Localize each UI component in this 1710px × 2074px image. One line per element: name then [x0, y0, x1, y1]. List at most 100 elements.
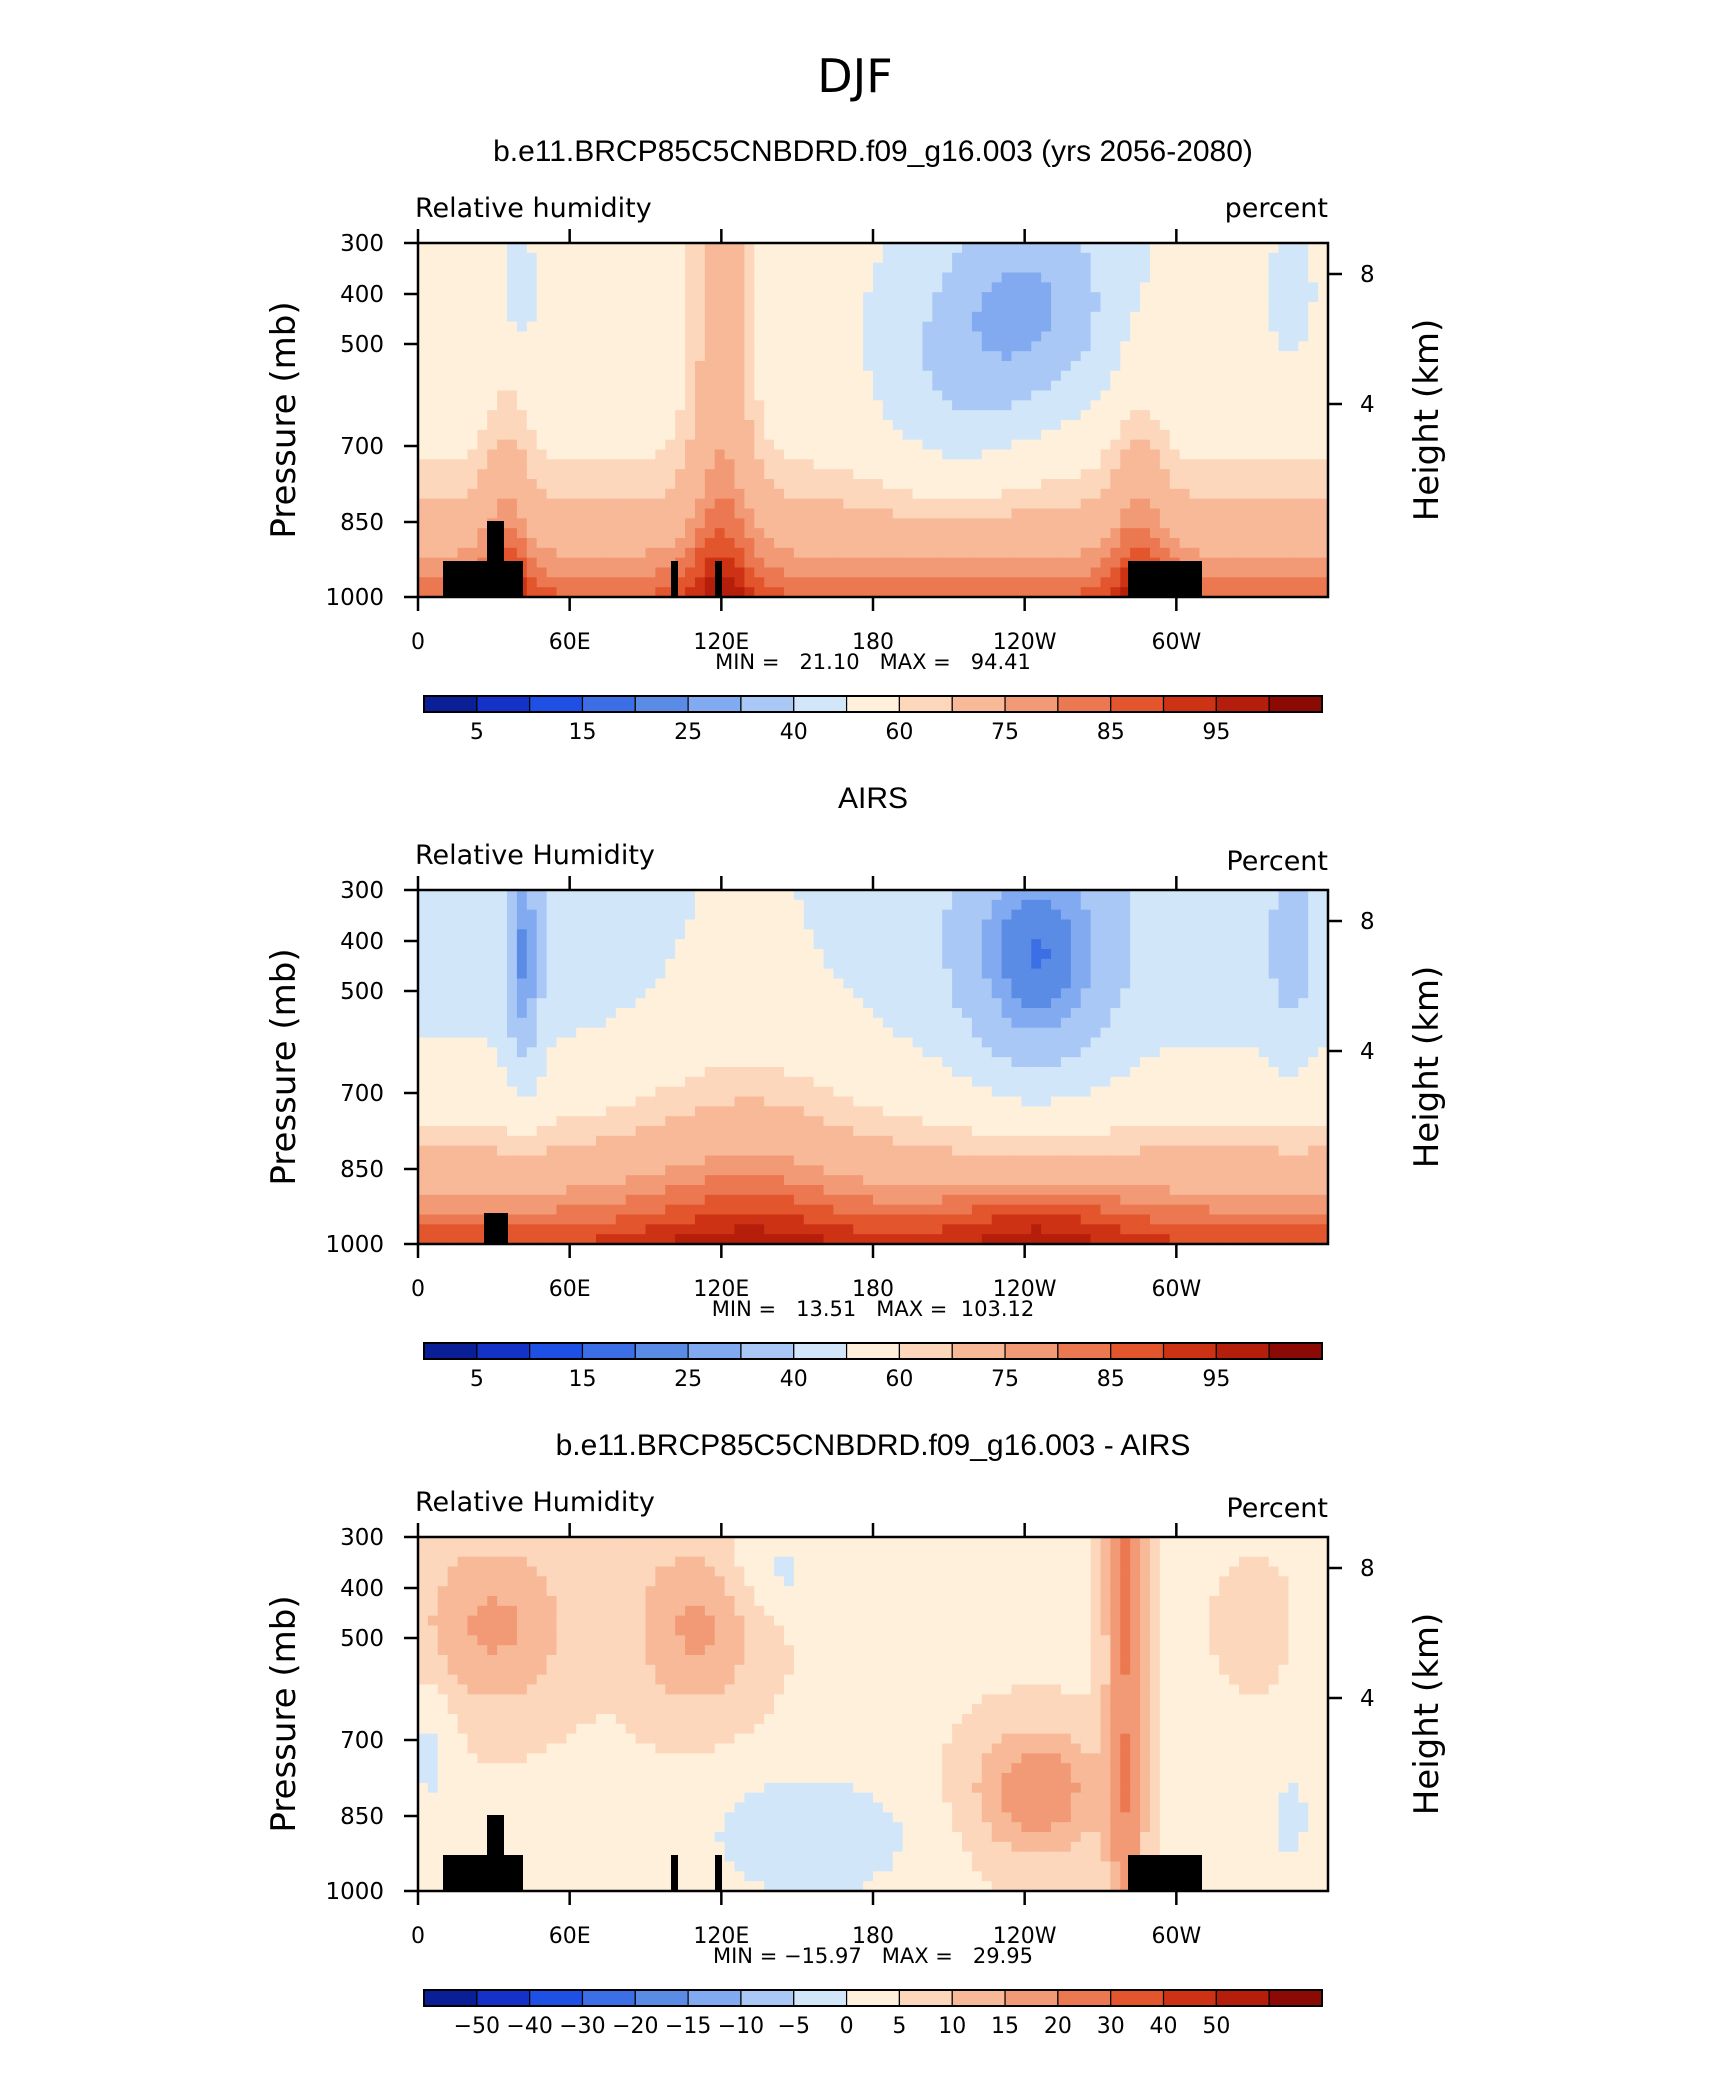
heatmap-cell	[418, 958, 429, 970]
heatmap-cell	[546, 498, 558, 510]
heatmap-cell	[1209, 547, 1220, 559]
heatmap-cell	[605, 1135, 617, 1147]
heatmap-cell	[783, 439, 795, 451]
heatmap-cell	[457, 439, 469, 451]
heatmap-cell	[645, 1155, 656, 1166]
heatmap-cell	[467, 508, 478, 519]
heatmap-cell	[1060, 252, 1072, 264]
heatmap-cell	[1278, 459, 1290, 470]
heatmap-cell	[655, 929, 666, 940]
heatmap-cell	[605, 498, 617, 510]
y-axis-label: Pressure (mb)	[264, 301, 304, 538]
heatmap-cell	[655, 1204, 666, 1216]
heatmap-cell	[685, 528, 696, 539]
heatmap-cell	[1229, 410, 1240, 421]
heatmap-cell	[418, 1145, 429, 1157]
heatmap-cell	[655, 429, 666, 441]
heatmap-cell	[487, 380, 498, 392]
heatmap-cell	[952, 380, 963, 392]
heatmap-cell	[566, 538, 577, 549]
heatmap-cell	[665, 958, 676, 970]
heatmap-cell	[427, 292, 439, 303]
heatmap-cell	[1110, 587, 1121, 598]
heatmap-cell	[586, 919, 597, 930]
heatmap-cell	[853, 1027, 864, 1039]
heatmap-cell	[1179, 429, 1191, 441]
heatmap-cell	[645, 351, 656, 362]
heatmap-cell	[1219, 390, 1230, 401]
heatmap-cell	[447, 400, 459, 411]
heatmap-cell	[576, 919, 587, 930]
heatmap-cell	[902, 508, 914, 519]
heatmap-cell	[526, 292, 538, 303]
heatmap-cell	[1149, 429, 1161, 441]
heatmap-cell	[912, 557, 924, 569]
heatmap-cell	[853, 361, 864, 372]
heatmap-cell	[635, 557, 647, 569]
heatmap-cell	[596, 410, 607, 421]
heatmap-cell	[615, 400, 627, 411]
heatmap-cell	[1248, 577, 1260, 588]
heatmap-cell	[596, 1145, 607, 1157]
heatmap-cell	[1140, 547, 1151, 559]
heatmap-cell	[843, 547, 854, 559]
heatmap-cell	[645, 538, 656, 549]
heatmap-cell	[902, 380, 914, 392]
heatmap-cell	[922, 538, 933, 549]
heatmap-cell	[467, 262, 478, 274]
heatmap-cell	[1001, 292, 1013, 303]
heatmap-cell	[427, 272, 439, 283]
heatmap-cell	[467, 968, 478, 980]
heatmap-cell	[1080, 577, 1092, 588]
heatmap-cell	[487, 1057, 498, 1068]
heatmap-cell	[1288, 282, 1299, 293]
heatmap-cell	[596, 1126, 607, 1137]
heatmap-cell	[427, 988, 439, 999]
heatmap-cell	[754, 958, 765, 970]
heatmap-cell	[724, 351, 736, 362]
heatmap-cell	[882, 459, 894, 470]
heatmap-cell	[962, 459, 973, 470]
heatmap-cell	[942, 262, 953, 274]
heatmap-cell	[971, 390, 983, 401]
heatmap-cell	[774, 243, 785, 254]
heatmap-cell	[536, 449, 548, 460]
heatmap-cell	[1011, 508, 1022, 519]
heatmap-cell	[694, 341, 706, 352]
heatmap-cell	[853, 459, 864, 470]
heatmap-cell	[645, 1096, 656, 1107]
heatmap-cell	[962, 547, 973, 559]
heatmap-cell	[1248, 311, 1260, 323]
heatmap-cell	[1298, 528, 1309, 539]
heatmap-cell	[516, 508, 528, 519]
heatmap-cell	[764, 449, 775, 460]
heatmap-cell	[625, 1234, 637, 1245]
heatmap-cell	[1229, 429, 1240, 441]
heatmap-cell	[457, 1076, 469, 1088]
heatmap-cell	[427, 498, 439, 510]
heatmap-cell	[418, 1008, 429, 1019]
heatmap-cell	[1298, 370, 1309, 382]
heatmap-cell	[1209, 311, 1220, 323]
heatmap-cell	[1229, 390, 1240, 401]
heatmap-cell	[437, 1155, 449, 1166]
heatmap-cell	[645, 1224, 656, 1235]
heatmap-cell	[1169, 252, 1181, 264]
heatmap-cell	[467, 331, 478, 342]
heatmap-cell	[447, 243, 459, 254]
heatmap-cell	[1001, 351, 1013, 362]
heatmap-cell	[576, 547, 587, 559]
heatmap-cell	[853, 390, 864, 401]
heatmap-cell	[774, 498, 785, 510]
heatmap-cell	[516, 262, 528, 274]
heatmap-cell	[1219, 243, 1230, 254]
heatmap-cell	[1041, 577, 1052, 588]
heatmap-cell	[764, 390, 775, 401]
heatmap-cell	[793, 498, 805, 510]
heatmap-cell	[882, 400, 894, 411]
heatmap-cell	[546, 390, 558, 401]
heatmap-cell	[1199, 587, 1210, 598]
heatmap-cell	[1209, 577, 1220, 588]
heatmap-cell	[437, 978, 449, 989]
heatmap-cell	[675, 547, 686, 559]
